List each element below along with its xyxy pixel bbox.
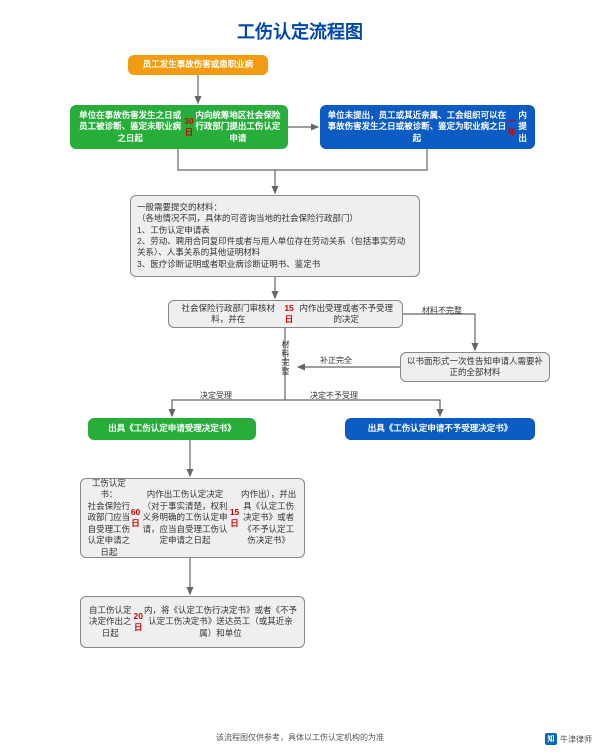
- node-n8: 出具《工伤认定申请不予受理决定书》: [345, 418, 535, 440]
- node-n5: 社会保险行政部门审核材料，并在15日内作出受理或者不予受理的决定: [168, 300, 403, 328]
- edge-label-l1: 材料不完整: [422, 305, 462, 316]
- flowchart-canvas: 员工发生事故伤害或患职业病单位在事故伤害发生之日或员工被诊断、鉴定未职业病之日起…: [0, 0, 600, 755]
- edge-label-l5: 决定不予受理: [310, 390, 358, 401]
- edge-label-l2: 材料完整: [280, 340, 291, 376]
- node-n1: 员工发生事故伤害或患职业病: [128, 55, 268, 75]
- node-n10: 自工伤认定决定作出之日起20日内，将《认定工伤行决定书》或者《不予认定工伤决定书…: [80, 596, 305, 648]
- node-n3: 单位未提出，员工或其近亲属、工会组织可以在事故伤害发生之日或被诊断、鉴定为职业病…: [320, 105, 535, 149]
- node-n2: 单位在事故伤害发生之日或员工被诊断、鉴定未职业病之日起30日内向统筹地区社会保险…: [70, 105, 288, 149]
- node-n7: 出具《工伤认定申请受理决定书》: [88, 418, 256, 440]
- edge-label-l3: 补正完全: [320, 355, 352, 366]
- edge-label-l4: 决定受理: [200, 390, 232, 401]
- node-n6: 以书面形式一次性告知申请人需要补正的全部材料: [400, 352, 550, 382]
- zhihu-icon: 知: [545, 733, 557, 745]
- footer-note: 该流程图仅供参考，具体以工伤认定机构的为准: [0, 732, 600, 743]
- attribution-text: 牛津律师: [560, 734, 592, 745]
- node-n9: 工伤认定书：社会保险行政部门应当自受理工伤认定申请之日起60日内作出工伤认定决定…: [80, 478, 305, 558]
- node-n4: 一般需要提交的材料：（各地情况不同，具体的可咨询当地的社会保险行政部门）1、工伤…: [130, 195, 420, 277]
- attribution: 知 牛津律师: [545, 733, 592, 745]
